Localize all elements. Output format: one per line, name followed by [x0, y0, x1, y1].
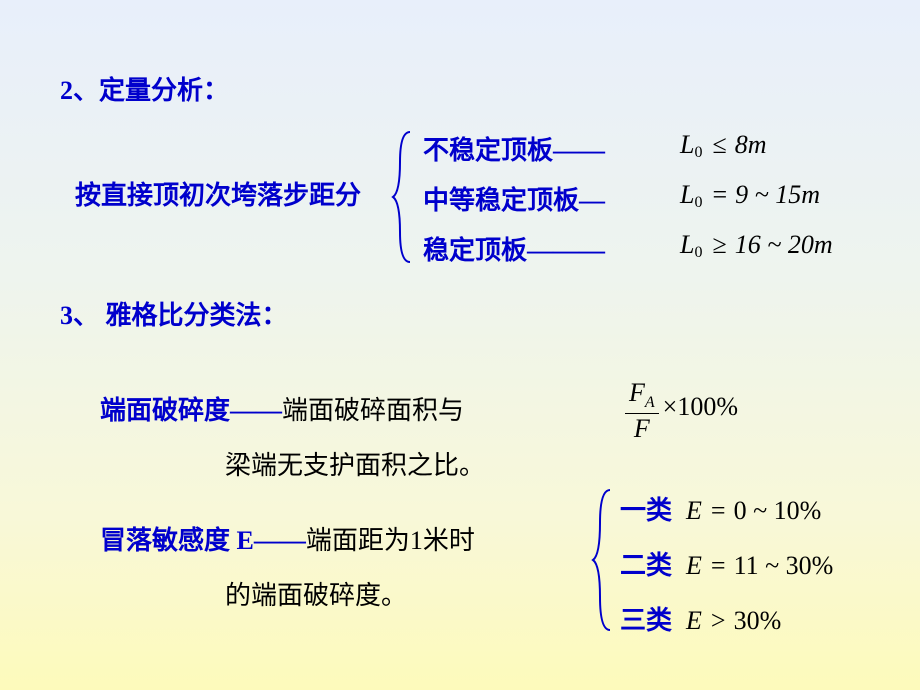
formula-var: L [680, 130, 694, 159]
class-2: 三类 E > 30% [620, 600, 781, 637]
class-var: E [686, 496, 702, 525]
frac-mult: ×100% [663, 392, 738, 421]
s2-item-2: 稳定顶板——— [423, 230, 605, 267]
formula-val: 16 ~ 20m [735, 230, 833, 259]
class-0: 一类 E = 0 ~ 10% [620, 490, 821, 527]
def2-line2: 的端面破碎度。 [225, 575, 407, 612]
frac-num-sub: A [645, 394, 655, 411]
formula-sub: 0 [694, 244, 702, 261]
section2-subheading: 按直接顶初次垮落步距分 [75, 175, 361, 212]
frac-num-var: F [629, 378, 645, 407]
brace-icon [390, 127, 420, 267]
class-rel: > [711, 606, 726, 635]
frac-den: F [625, 414, 659, 442]
class-1-label: 二类 [620, 551, 672, 580]
def1-body: 端面破碎面积与 [282, 396, 464, 425]
section3-heading: 3、 雅格比分类法： [60, 295, 288, 332]
s2-item-1-formula: L0 = 9 ~ 15m [680, 180, 820, 212]
def2-line1: 冒落敏感度 E——端面距为1米时 [100, 520, 475, 557]
def2-term: 冒落敏感度 E—— [100, 526, 306, 555]
class-var: E [686, 606, 702, 635]
formula-sub: 0 [694, 144, 702, 161]
class-rel: = [711, 551, 726, 580]
s2-item-0-label: 不稳定顶板—— [423, 136, 605, 165]
def2-body2: 的端面破碎度。 [225, 581, 407, 610]
class-rel: = [711, 496, 726, 525]
def1-term: 端面破碎度—— [100, 396, 282, 425]
formula-var: L [680, 180, 694, 209]
s2-item-2-label: 稳定顶板——— [423, 236, 605, 265]
def1-body2: 梁端无支护面积之比。 [225, 451, 485, 480]
formula-val: 8m [735, 130, 767, 159]
s2-item-1: 中等稳定顶板— [423, 180, 605, 217]
formula-rel: = [712, 180, 727, 209]
def2-body: 端面距为1米时 [306, 526, 475, 555]
class-var: E [686, 551, 702, 580]
class-val: 0 ~ 10% [734, 496, 822, 525]
class-0-label: 一类 [620, 496, 672, 525]
s2-item-2-formula: L0 ≥ 16 ~ 20m [680, 230, 833, 262]
class-1: 二类 E = 11 ~ 30% [620, 545, 833, 582]
formula-rel: ≤ [712, 130, 726, 159]
formula-rel: ≥ [712, 230, 726, 259]
class-val: 30% [734, 606, 782, 635]
section2-heading: 2、定量分析： [60, 70, 229, 107]
fraction-formula: FA F ×100% [625, 380, 738, 442]
s2-item-0-formula: L0 ≤ 8m [680, 130, 767, 162]
class-val: 11 ~ 30% [734, 551, 834, 580]
formula-val: 9 ~ 15m [735, 180, 820, 209]
brace-icon [590, 485, 620, 635]
s2-item-0: 不稳定顶板—— [423, 130, 605, 167]
s2-item-1-label: 中等稳定顶板— [423, 186, 605, 215]
formula-sub: 0 [694, 194, 702, 211]
def1-line2: 梁端无支护面积之比。 [225, 445, 485, 482]
class-2-label: 三类 [620, 606, 672, 635]
def1-line1: 端面破碎度——端面破碎面积与 [100, 390, 464, 427]
formula-var: L [680, 230, 694, 259]
